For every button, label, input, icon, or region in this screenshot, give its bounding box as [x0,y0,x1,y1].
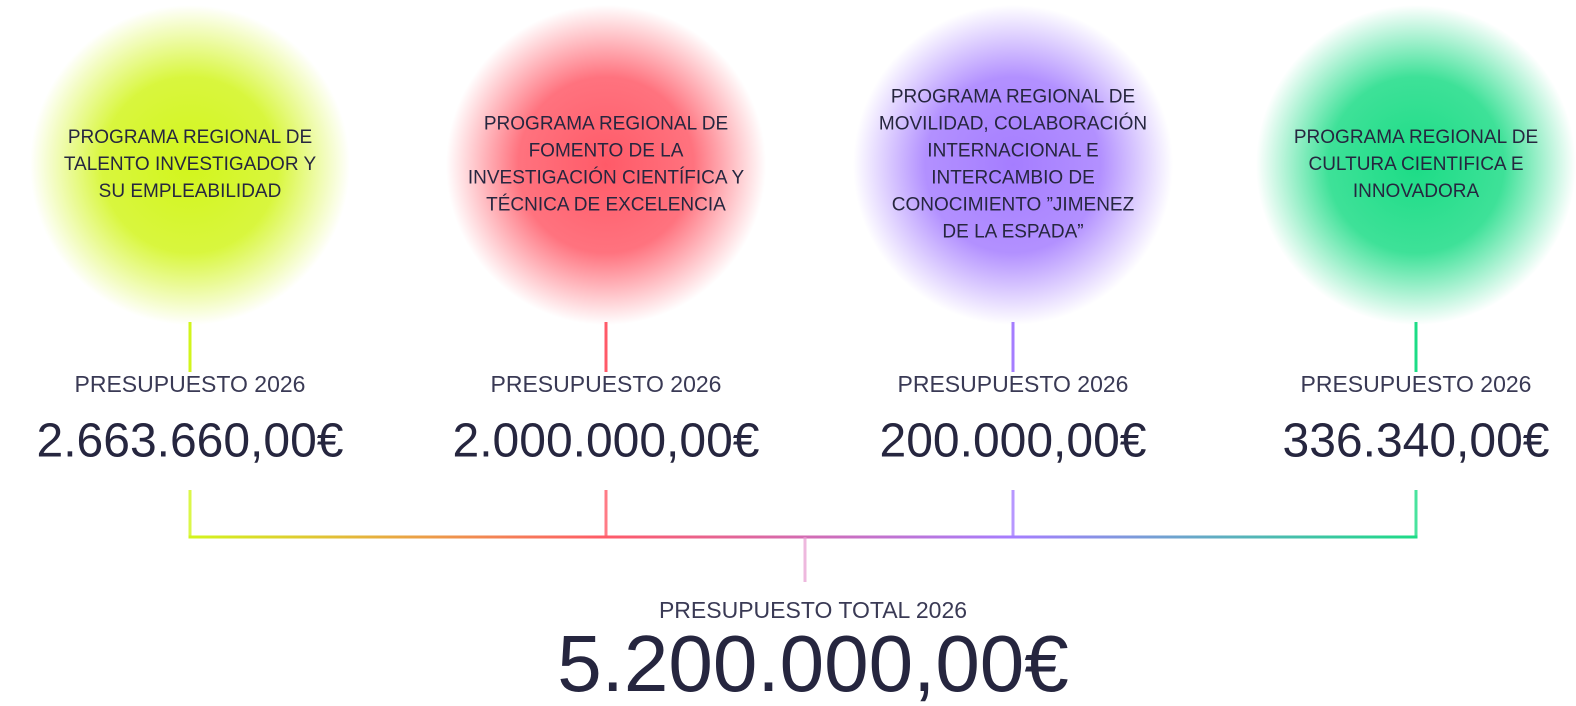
budget-label: PRESUPUESTO 2026 [75,371,306,397]
program-name: FOMENTO DE LA [529,141,684,162]
total-amount: 5.200.000,00€ [557,619,1069,706]
program-name: MOVILIDAD, COLABORACIÓN [879,113,1147,135]
program-name: PROGRAMA REGIONAL DE [891,87,1135,108]
program-name: INVESTIGACIÓN CIENTÍFICA Y [468,167,745,189]
budget-label: PRESUPUESTO 2026 [898,371,1129,397]
program-name: TALENTO INVESTIGADOR Y [64,154,317,175]
program-bubble [1256,5,1576,325]
budget-amount: 200.000,00€ [880,415,1147,468]
budget-amount: 2.663.660,00€ [37,415,344,468]
budget-amount: 2.000.000,00€ [453,415,760,468]
total-label: PRESUPUESTO TOTAL 2026 [659,597,967,623]
program-name: PROGRAMA REGIONAL DE [1294,127,1538,148]
program-bubble [30,5,350,325]
program-name: PROGRAMA REGIONAL DE [484,114,728,135]
program-name: INTERCAMBIO DE [931,168,1095,189]
program-bubble [853,5,1173,325]
program-name: SU EMPLEABILIDAD [99,181,282,202]
program-bubble [446,5,766,325]
program-name: CONOCIMIENTO ”JIMENEZ [892,195,1135,216]
program-name: DE LA ESPADA” [942,222,1083,243]
program-name: CULTURA CIENTIFICA E [1308,154,1523,175]
program-name: TÉCNICA DE EXCELENCIA [486,195,726,216]
program-name: INNOVADORA [1353,181,1480,202]
program-name: INTERNACIONAL E [927,141,1098,162]
budget-label: PRESUPUESTO 2026 [1301,371,1532,397]
budget-label: PRESUPUESTO 2026 [491,371,722,397]
budget-amount: 336.340,00€ [1283,415,1550,468]
program-name: PROGRAMA REGIONAL DE [68,127,312,148]
